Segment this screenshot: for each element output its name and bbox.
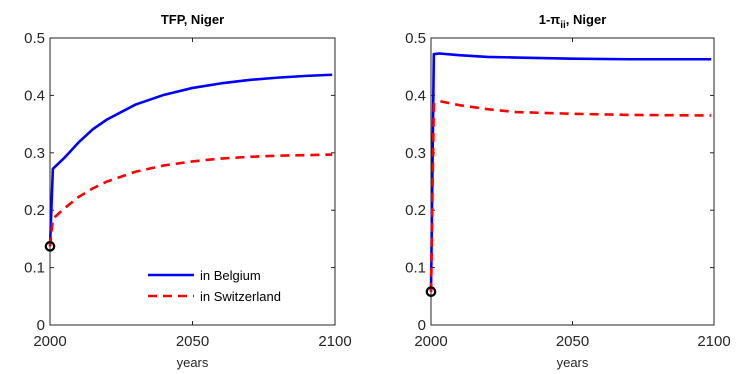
series-line-2 bbox=[48, 153, 333, 247]
x-axis-label: years bbox=[557, 355, 589, 370]
y-tick-label: 0.1 bbox=[24, 260, 45, 277]
y-tick-label: 0.1 bbox=[405, 260, 426, 277]
legend-label-1: in Belgium bbox=[200, 268, 261, 283]
x-tick-label: 2050 bbox=[176, 333, 209, 350]
chart-panel-2: 0 0.1 0.2 0.3 0.4 0.5 2000 2050 2100 years 1-πii, … bbox=[405, 12, 731, 370]
x-tick-label: 2000 bbox=[414, 333, 447, 350]
y-tick-label: 0.3 bbox=[405, 145, 426, 162]
y-tick-label: 0.3 bbox=[24, 145, 45, 162]
series-line-1 bbox=[429, 52, 712, 292]
series-line-1 bbox=[48, 73, 333, 247]
legend: in Belgium in Switzerland bbox=[140, 262, 326, 312]
legend-box bbox=[140, 262, 326, 312]
chart-title: TFP, Niger bbox=[161, 12, 224, 27]
y-tick-label: 0.5 bbox=[405, 30, 426, 47]
y-tick-label: 0 bbox=[418, 317, 426, 334]
y-tick-label: 0 bbox=[37, 317, 45, 334]
x-tick-label: 2100 bbox=[318, 333, 351, 350]
x-axis-label: years bbox=[177, 355, 209, 370]
y-tick-label: 0.4 bbox=[24, 87, 45, 104]
y-tick-label: 0.5 bbox=[24, 30, 45, 47]
legend-label-2: in Switzerland bbox=[200, 289, 281, 304]
y-tick-label: 0.2 bbox=[24, 202, 45, 219]
chart-title: 1-πii, Niger bbox=[539, 12, 607, 31]
start-point-marker bbox=[44, 241, 56, 252]
x-tick-label: 2000 bbox=[33, 333, 66, 350]
x-tick-label: 2050 bbox=[556, 333, 589, 350]
start-point-marker bbox=[425, 286, 437, 298]
plot-area-frame bbox=[430, 37, 715, 326]
series-line-2 bbox=[429, 99, 712, 292]
chart-panel-1: 0 0.1 0.2 0.3 0.4 0.5 2000 2050 2100 years TFP, Ni… bbox=[24, 12, 352, 370]
y-tick-label: 0.4 bbox=[405, 87, 426, 104]
x-tick-label: 2100 bbox=[697, 333, 730, 350]
y-tick-label: 0.2 bbox=[405, 202, 426, 219]
